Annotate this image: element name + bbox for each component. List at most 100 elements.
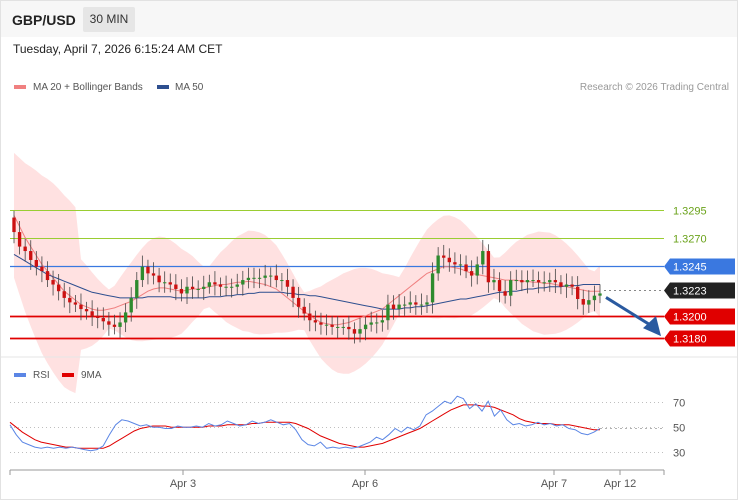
candle-body bbox=[414, 302, 418, 305]
candle-body bbox=[280, 280, 284, 282]
candle-body bbox=[29, 251, 33, 260]
candle-body bbox=[581, 299, 585, 305]
candle-body bbox=[56, 284, 61, 292]
candle-body bbox=[285, 280, 290, 287]
candle-body bbox=[196, 288, 200, 290]
candle-body bbox=[107, 321, 111, 325]
candle-body bbox=[252, 277, 256, 279]
candle-body bbox=[520, 280, 524, 283]
ma50-legend-swatch bbox=[157, 85, 169, 89]
candle-body bbox=[229, 286, 234, 288]
timestamp: Tuesday, April 7, 2026 6:15:24 AM CET bbox=[13, 42, 223, 56]
candle-body bbox=[598, 293, 602, 296]
candle-body bbox=[185, 286, 189, 294]
candle-body bbox=[402, 304, 407, 306]
rsi-tick-label-50: 50 bbox=[673, 423, 685, 435]
candle-body bbox=[174, 284, 178, 289]
candle-body bbox=[336, 326, 340, 328]
candle-body bbox=[45, 271, 50, 281]
candle-body bbox=[118, 322, 122, 327]
candle-body bbox=[241, 280, 245, 285]
candle-body bbox=[324, 324, 329, 326]
rsi-legend-label: RSI bbox=[33, 370, 50, 381]
candle-body bbox=[442, 255, 446, 258]
rsi-ma-line bbox=[9, 404, 600, 449]
rsi-tick-label-70: 70 bbox=[673, 398, 685, 410]
candle-body bbox=[112, 324, 117, 327]
forecast-arrow-shaft bbox=[605, 296, 653, 328]
candle-body bbox=[319, 322, 323, 325]
candle-body bbox=[12, 217, 16, 233]
candle-body bbox=[151, 273, 156, 276]
candle-body bbox=[163, 282, 167, 284]
candle-body bbox=[587, 300, 591, 305]
candle-body bbox=[23, 246, 27, 252]
rsi-panel: 70 50 30 bbox=[9, 395, 685, 460]
candle-body bbox=[330, 324, 334, 327]
x-tick-label: Apr 6 bbox=[352, 478, 378, 490]
ma20-legend-label: MA 20 + Bollinger Bands bbox=[33, 82, 143, 93]
candle-body bbox=[386, 304, 390, 321]
candle-body bbox=[96, 315, 100, 318]
candle-body bbox=[269, 275, 273, 277]
candle-body bbox=[469, 271, 474, 276]
candle-body bbox=[570, 284, 574, 287]
candle-body bbox=[347, 326, 351, 330]
candle-body bbox=[146, 266, 150, 274]
candle-body bbox=[202, 286, 206, 289]
candle-body bbox=[179, 288, 184, 294]
candle-body bbox=[509, 280, 513, 296]
candle-body bbox=[525, 280, 530, 283]
candle-body bbox=[375, 322, 379, 324]
candle-body bbox=[140, 266, 145, 281]
candle-body bbox=[436, 255, 440, 274]
candle-body bbox=[464, 264, 468, 272]
candle-body bbox=[224, 286, 228, 288]
candle-body bbox=[263, 275, 267, 278]
candle-body bbox=[358, 329, 362, 334]
x-tick-label: Apr 7 bbox=[541, 478, 567, 490]
candle-body bbox=[207, 282, 212, 287]
candle-body bbox=[397, 304, 401, 310]
level-label-1.3245: 1.3245 bbox=[673, 262, 707, 274]
rsi-ma-legend-swatch bbox=[62, 373, 74, 377]
candle-body bbox=[84, 309, 89, 312]
candle-body bbox=[514, 280, 518, 282]
candle-body bbox=[363, 324, 368, 330]
candle-body bbox=[408, 302, 412, 305]
level-label-1.3180: 1.3180 bbox=[673, 334, 707, 346]
level-label-1.3295: 1.3295 bbox=[673, 206, 707, 218]
copyright-text: Research © 2026 Trading Central bbox=[580, 82, 729, 93]
level-tag-1.3200 bbox=[664, 308, 735, 325]
candle-body bbox=[135, 280, 139, 298]
candle-body bbox=[190, 286, 195, 289]
level-label-1.3200: 1.3200 bbox=[673, 312, 707, 324]
timeframe-badge[interactable]: 30 MIN bbox=[83, 7, 135, 32]
ma20-legend-swatch bbox=[14, 85, 26, 89]
candle-body bbox=[101, 317, 105, 322]
candle-body bbox=[553, 280, 558, 283]
candle-body bbox=[369, 322, 373, 325]
chart-header: GBP/USD 30 MIN bbox=[1, 1, 737, 37]
ma50-line bbox=[13, 253, 600, 310]
candle-body bbox=[458, 264, 463, 266]
candle-body bbox=[274, 275, 278, 281]
level-label-1.3270: 1.3270 bbox=[673, 234, 707, 246]
rsi-tick-label-30: 30 bbox=[673, 448, 685, 460]
candle-body bbox=[536, 280, 541, 283]
ma50-legend-label: MA 50 bbox=[175, 82, 204, 93]
candle-body bbox=[352, 329, 357, 334]
candle-body bbox=[218, 284, 223, 287]
candle-body bbox=[246, 277, 251, 281]
candle-body bbox=[497, 280, 502, 292]
candle-body bbox=[308, 313, 312, 321]
candle-body bbox=[34, 259, 38, 267]
candle-body bbox=[68, 297, 72, 303]
candle-body bbox=[296, 297, 301, 307]
level-tag-1.3245 bbox=[664, 258, 735, 275]
candle-body bbox=[503, 291, 507, 296]
candle-body bbox=[235, 284, 239, 287]
x-axis: Apr 3 Apr 6 Apr 7 Apr 12 bbox=[9, 470, 665, 490]
rsi-line bbox=[9, 395, 601, 452]
